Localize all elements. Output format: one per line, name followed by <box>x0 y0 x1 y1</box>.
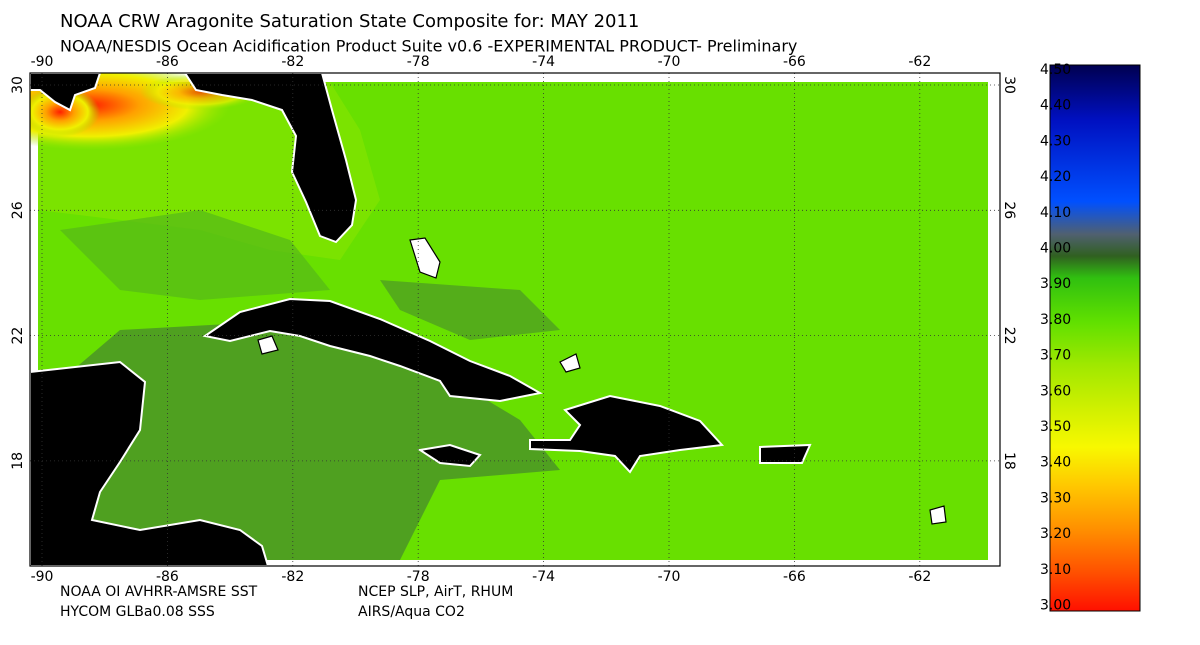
lon-tick-label: -74 <box>532 569 555 585</box>
ocean-region <box>60 210 330 300</box>
lon-tick-label: -66 <box>783 569 806 585</box>
lat-tick-label: 30 <box>1001 76 1017 94</box>
map-frame <box>29 72 1001 567</box>
colorbar-label: 3.00 <box>1040 598 1071 614</box>
island <box>929 505 947 525</box>
credit: AIRS/Aqua CO2 <box>358 604 465 620</box>
map <box>30 73 1000 566</box>
lon-tick-label: -62 <box>908 54 931 70</box>
ocean-region <box>380 280 560 340</box>
lon-tick-label: -66 <box>783 54 806 70</box>
land <box>183 73 358 244</box>
credit: HYCOM GLBa0.08 SSS <box>60 604 215 620</box>
land <box>30 73 102 112</box>
colorbar-label: 3.30 <box>1040 490 1071 506</box>
lon-tick-label: -82 <box>281 54 304 70</box>
colorbar-label: 3.40 <box>1040 455 1071 471</box>
colorbar-label: 3.80 <box>1040 312 1071 328</box>
lon-tick-label: -90 <box>31 569 54 585</box>
lat-tick-label: 18 <box>1001 452 1017 470</box>
lon-tick-label: -90 <box>31 54 54 70</box>
colorbar-label: 4.00 <box>1040 241 1071 257</box>
island <box>257 335 279 355</box>
lat-tick-label: 22 <box>10 327 26 345</box>
colorbar-label: 4.40 <box>1040 98 1071 114</box>
title: NOAA CRW Aragonite Saturation State Comp… <box>60 11 639 32</box>
lon-tick-label: -86 <box>156 54 179 70</box>
lat-tick-label: 30 <box>10 76 26 94</box>
colorbar-label: 3.70 <box>1040 348 1071 364</box>
subtitle: NOAA/NESDIS Ocean Acidification Product … <box>60 37 797 56</box>
land <box>759 443 812 464</box>
lon-tick-label: -70 <box>658 54 681 70</box>
colorbar-label: 3.20 <box>1040 526 1071 542</box>
lat-tick-label: 18 <box>10 452 26 470</box>
lat-tick-label: 22 <box>1001 327 1017 345</box>
credit: NOAA OI AVHRR-AMSRE SST <box>60 584 258 600</box>
lon-tick-label: -78 <box>407 54 430 70</box>
land <box>202 297 543 403</box>
credits: NOAA OI AVHRR-AMSRE SST NCEP SLP, AirT, R… <box>60 584 513 620</box>
ocean-region <box>38 320 560 560</box>
grid <box>30 73 1000 566</box>
credit: NCEP SLP, AirT, RHUM <box>358 584 513 600</box>
lon-tick-label: -62 <box>908 569 931 585</box>
colorbar-label: 3.90 <box>1040 276 1071 292</box>
ocean-region <box>30 87 100 137</box>
lon-tick-label: -82 <box>281 569 304 585</box>
lon-tick-label: -70 <box>658 569 681 585</box>
colorbar-label: 3.50 <box>1040 419 1071 435</box>
lon-tick-label: -74 <box>532 54 555 70</box>
colorbar-label: 4.50 <box>1040 62 1071 78</box>
island <box>409 237 441 279</box>
lon-tick-label: -86 <box>156 569 179 585</box>
colorbar-labels: 4.50 4.40 4.30 4.20 4.10 4.00 3.90 3.80 3.70 3.60… <box>1040 62 1071 614</box>
colorbar-label: 4.20 <box>1040 169 1071 185</box>
colorbar-label: 3.10 <box>1040 562 1071 578</box>
island <box>559 353 581 373</box>
colorbar-label: 4.30 <box>1040 133 1071 149</box>
land <box>529 394 725 474</box>
colorbar <box>1049 64 1141 612</box>
land <box>30 360 270 566</box>
lat-tick-label: 26 <box>10 201 26 219</box>
colorbar-label: 3.60 <box>1040 383 1071 399</box>
lon-tick-label: -78 <box>407 569 430 585</box>
lat-tick-label: 26 <box>1001 201 1017 219</box>
colorbar-label: 4.10 <box>1040 205 1071 221</box>
